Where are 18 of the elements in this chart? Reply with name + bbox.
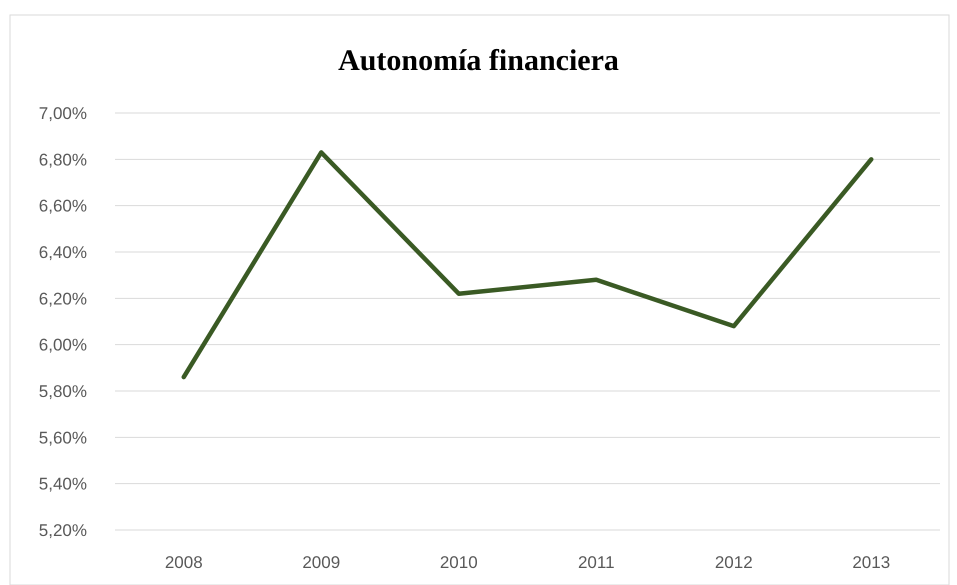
y-tick-label: 6,00% (38, 336, 87, 355)
y-tick-label: 6,80% (38, 150, 87, 170)
y-tick-label: 5,40% (38, 474, 87, 494)
y-tick-label: 6,40% (38, 242, 87, 262)
y-tick-label: 5,60% (38, 428, 87, 448)
y-tick-label: 5,20% (38, 520, 87, 540)
x-tick-label: 2012 (714, 553, 753, 572)
x-tick-label: 2011 (578, 553, 615, 572)
chart-title: Autonomía financiera (338, 44, 619, 77)
y-tick-label: 7,00% (38, 104, 87, 123)
x-tick-label: 2008 (164, 553, 203, 572)
x-tick-label: 2009 (302, 553, 340, 572)
y-tick-label: 6,60% (38, 196, 87, 216)
line-series (182, 150, 874, 380)
y-tick-label: 5,80% (38, 382, 87, 401)
y-tick-label: 6,20% (38, 289, 87, 308)
x-tick-label: 2013 (852, 553, 890, 572)
x-tick-label: 2010 (440, 553, 478, 572)
